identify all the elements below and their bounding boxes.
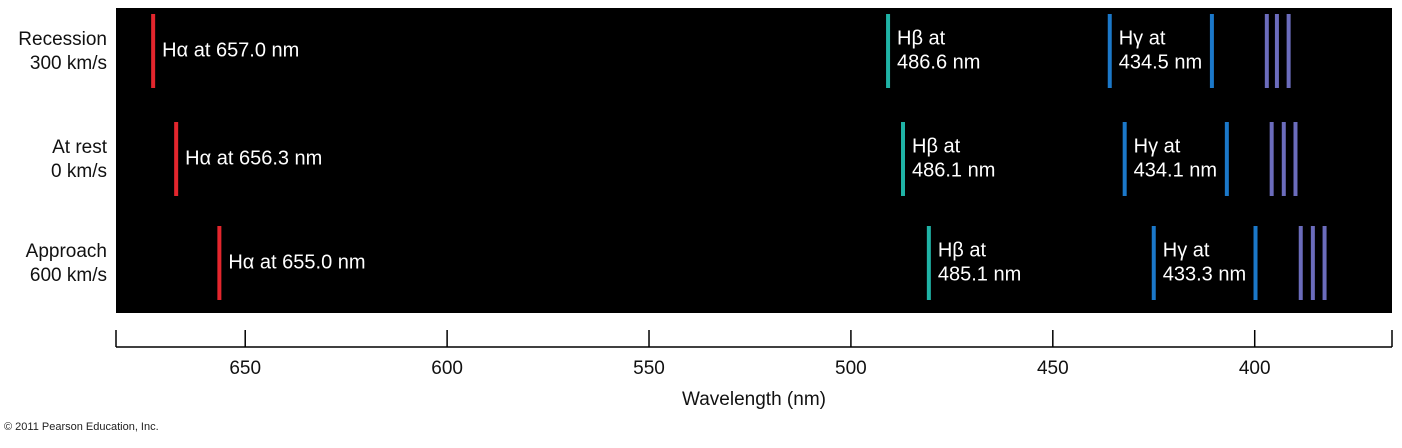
- line-label: 486.6 nm: [897, 51, 980, 73]
- row-speed: 300 km/s: [30, 53, 107, 74]
- line-label: Hβ at: [912, 135, 961, 157]
- spectrum-panel: [116, 8, 1392, 313]
- row-label: At rest: [52, 137, 108, 158]
- line-label: 433.3 nm: [1163, 263, 1246, 285]
- x-tick-label: 450: [1037, 358, 1069, 379]
- row-label: Approach: [26, 241, 107, 262]
- line-label: Hβ at: [938, 239, 987, 261]
- row-speed: 0 km/s: [51, 161, 107, 182]
- x-tick-label: 550: [633, 358, 665, 379]
- x-tick-label: 400: [1239, 358, 1271, 379]
- credit: © 2011 Pearson Education, Inc.: [4, 421, 159, 433]
- x-tick-label: 650: [229, 358, 261, 379]
- line-label: 485.1 nm: [938, 263, 1021, 285]
- x-tick-label: 500: [835, 358, 867, 379]
- line-label: 486.1 nm: [912, 159, 995, 181]
- line-label: Hγ at: [1134, 135, 1181, 157]
- line-label: Hα at 657.0 nm: [162, 39, 299, 61]
- x-tick-label: 600: [431, 358, 463, 379]
- row-label: Recession: [18, 29, 107, 50]
- line-label: Hγ at: [1119, 27, 1166, 49]
- line-label: Hγ at: [1163, 239, 1210, 261]
- line-label: 434.5 nm: [1119, 51, 1202, 73]
- line-label: Hβ at: [897, 27, 946, 49]
- line-label: 434.1 nm: [1134, 159, 1217, 181]
- row-speed: 600 km/s: [30, 265, 107, 286]
- x-axis-label: Wavelength (nm): [682, 389, 826, 410]
- line-label: Hα at 656.3 nm: [185, 147, 322, 169]
- line-label: Hα at 655.0 nm: [228, 251, 365, 273]
